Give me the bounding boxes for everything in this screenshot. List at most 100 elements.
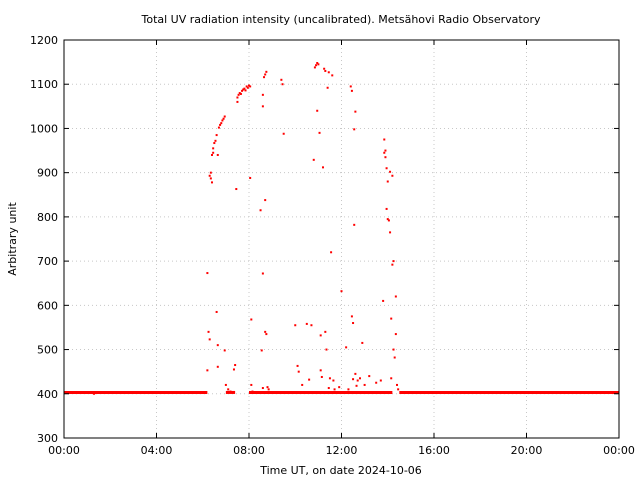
data-point xyxy=(261,387,264,390)
data-point xyxy=(216,365,219,368)
data-point xyxy=(324,330,327,333)
data-point xyxy=(234,364,237,367)
y-axis-label: Arbitrary unit xyxy=(6,202,19,276)
data-point xyxy=(317,63,320,66)
data-point xyxy=(250,318,253,321)
data-point xyxy=(263,76,266,79)
data-point xyxy=(393,356,396,359)
data-point xyxy=(250,383,253,386)
x-tick-label: 00:00 xyxy=(48,444,80,457)
data-point xyxy=(206,369,209,372)
data-point xyxy=(394,295,397,298)
data-point xyxy=(355,384,358,387)
data-point xyxy=(353,128,356,131)
data-point xyxy=(320,375,323,378)
data-point xyxy=(282,132,285,135)
data-point xyxy=(223,349,226,352)
data-point xyxy=(208,338,211,341)
data-point xyxy=(260,349,263,352)
y-tick-label: 800 xyxy=(37,211,58,224)
y-tick-label: 1000 xyxy=(30,122,58,135)
x-tick-label: 20:00 xyxy=(511,444,543,457)
data-point xyxy=(375,381,378,384)
data-point xyxy=(223,115,226,118)
data-point xyxy=(392,348,395,351)
data-point xyxy=(229,390,232,393)
data-point xyxy=(212,151,215,154)
data-point xyxy=(249,176,252,179)
data-point xyxy=(264,73,267,76)
data-point xyxy=(235,188,238,191)
data-point xyxy=(386,218,389,221)
data-point xyxy=(305,322,308,325)
y-tick-label: 600 xyxy=(37,299,58,312)
data-point xyxy=(261,105,264,108)
data-point xyxy=(266,386,269,389)
data-point xyxy=(265,333,268,336)
data-point xyxy=(267,388,270,391)
data-point xyxy=(243,87,246,90)
data-point xyxy=(384,156,387,159)
data-point xyxy=(397,388,400,391)
data-point xyxy=(350,315,353,318)
data-point xyxy=(330,251,333,254)
data-point xyxy=(301,383,304,386)
y-tick-label: 500 xyxy=(37,344,58,357)
data-point xyxy=(236,96,239,99)
data-points xyxy=(64,61,619,395)
data-point xyxy=(232,368,235,371)
data-point xyxy=(261,272,264,275)
data-point xyxy=(368,375,371,378)
data-point xyxy=(347,388,350,391)
data-point xyxy=(392,260,395,263)
data-point xyxy=(217,126,220,129)
data-point xyxy=(345,346,348,349)
y-tick-label: 1200 xyxy=(30,34,58,47)
data-point xyxy=(391,174,394,177)
data-point xyxy=(387,219,390,222)
data-point xyxy=(222,117,225,120)
data-point xyxy=(211,181,213,184)
data-point xyxy=(220,122,223,125)
axis-ticks: 00:00 04:00 08:00 12:00 16:00 20:00 00:0030040… xyxy=(30,34,635,457)
data-point xyxy=(394,333,397,336)
data-point xyxy=(212,147,215,150)
data-point xyxy=(241,89,244,92)
data-point xyxy=(359,377,361,380)
data-point xyxy=(259,209,262,212)
plot-frame xyxy=(63,39,620,439)
data-point xyxy=(383,138,386,141)
data-point xyxy=(281,83,284,86)
data-point xyxy=(206,272,209,275)
data-point xyxy=(379,379,382,382)
x-tick-label: 08:00 xyxy=(233,444,265,457)
data-point xyxy=(327,71,330,74)
data-point xyxy=(209,171,212,174)
data-point xyxy=(318,131,321,134)
data-point xyxy=(224,383,227,386)
y-tick-label: 300 xyxy=(37,432,58,445)
data-point xyxy=(245,85,248,88)
data-point xyxy=(264,330,267,333)
data-point xyxy=(386,180,389,183)
data-point xyxy=(251,390,254,393)
data-point xyxy=(332,379,335,382)
data-point xyxy=(349,85,352,88)
gridlines xyxy=(64,40,619,438)
data-point xyxy=(354,110,357,113)
data-point xyxy=(382,299,385,302)
data-point xyxy=(216,153,219,156)
x-tick-label: 00:00 xyxy=(603,444,635,457)
data-point xyxy=(312,158,315,161)
data-point xyxy=(215,134,218,137)
data-point xyxy=(214,139,217,142)
data-point xyxy=(340,290,343,293)
data-point xyxy=(265,70,268,73)
data-point xyxy=(208,174,211,177)
data-point xyxy=(385,207,388,210)
data-point xyxy=(315,64,318,67)
data-point xyxy=(390,317,393,320)
data-point xyxy=(221,119,224,122)
data-point xyxy=(322,166,324,169)
